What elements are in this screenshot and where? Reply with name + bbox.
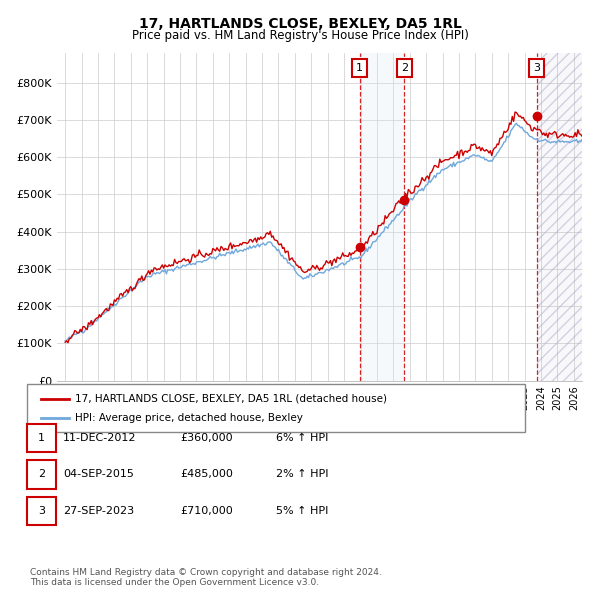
Text: 27-SEP-2023: 27-SEP-2023: [63, 506, 134, 516]
Bar: [537, 53, 598, 381]
Text: 11-DEC-2012: 11-DEC-2012: [63, 433, 137, 442]
Text: 3: 3: [38, 506, 45, 516]
Text: 1: 1: [38, 433, 45, 442]
Text: 2% ↑ HPI: 2% ↑ HPI: [276, 470, 329, 479]
Text: 04-SEP-2015: 04-SEP-2015: [63, 470, 134, 479]
Text: 2: 2: [38, 470, 45, 479]
Bar: [537, 53, 598, 381]
Text: 1: 1: [356, 63, 363, 73]
Text: This data is licensed under the Open Government Licence v3.0.: This data is licensed under the Open Gov…: [30, 578, 319, 587]
Text: HPI: Average price, detached house, Bexley: HPI: Average price, detached house, Bexl…: [75, 412, 303, 422]
Text: Contains HM Land Registry data © Crown copyright and database right 2024.: Contains HM Land Registry data © Crown c…: [30, 568, 382, 577]
Text: 3: 3: [533, 63, 540, 73]
Text: Price paid vs. HM Land Registry's House Price Index (HPI): Price paid vs. HM Land Registry's House …: [131, 30, 469, 42]
Text: 5% ↑ HPI: 5% ↑ HPI: [276, 506, 328, 516]
Text: 17, HARTLANDS CLOSE, BEXLEY, DA5 1RL (detached house): 17, HARTLANDS CLOSE, BEXLEY, DA5 1RL (de…: [75, 394, 387, 404]
Text: 17, HARTLANDS CLOSE, BEXLEY, DA5 1RL: 17, HARTLANDS CLOSE, BEXLEY, DA5 1RL: [139, 17, 461, 31]
Text: 2: 2: [401, 63, 408, 73]
Text: £710,000: £710,000: [180, 506, 233, 516]
Text: £360,000: £360,000: [180, 433, 233, 442]
Text: 6% ↑ HPI: 6% ↑ HPI: [276, 433, 328, 442]
Bar: [359, 53, 404, 381]
Text: £485,000: £485,000: [180, 470, 233, 479]
